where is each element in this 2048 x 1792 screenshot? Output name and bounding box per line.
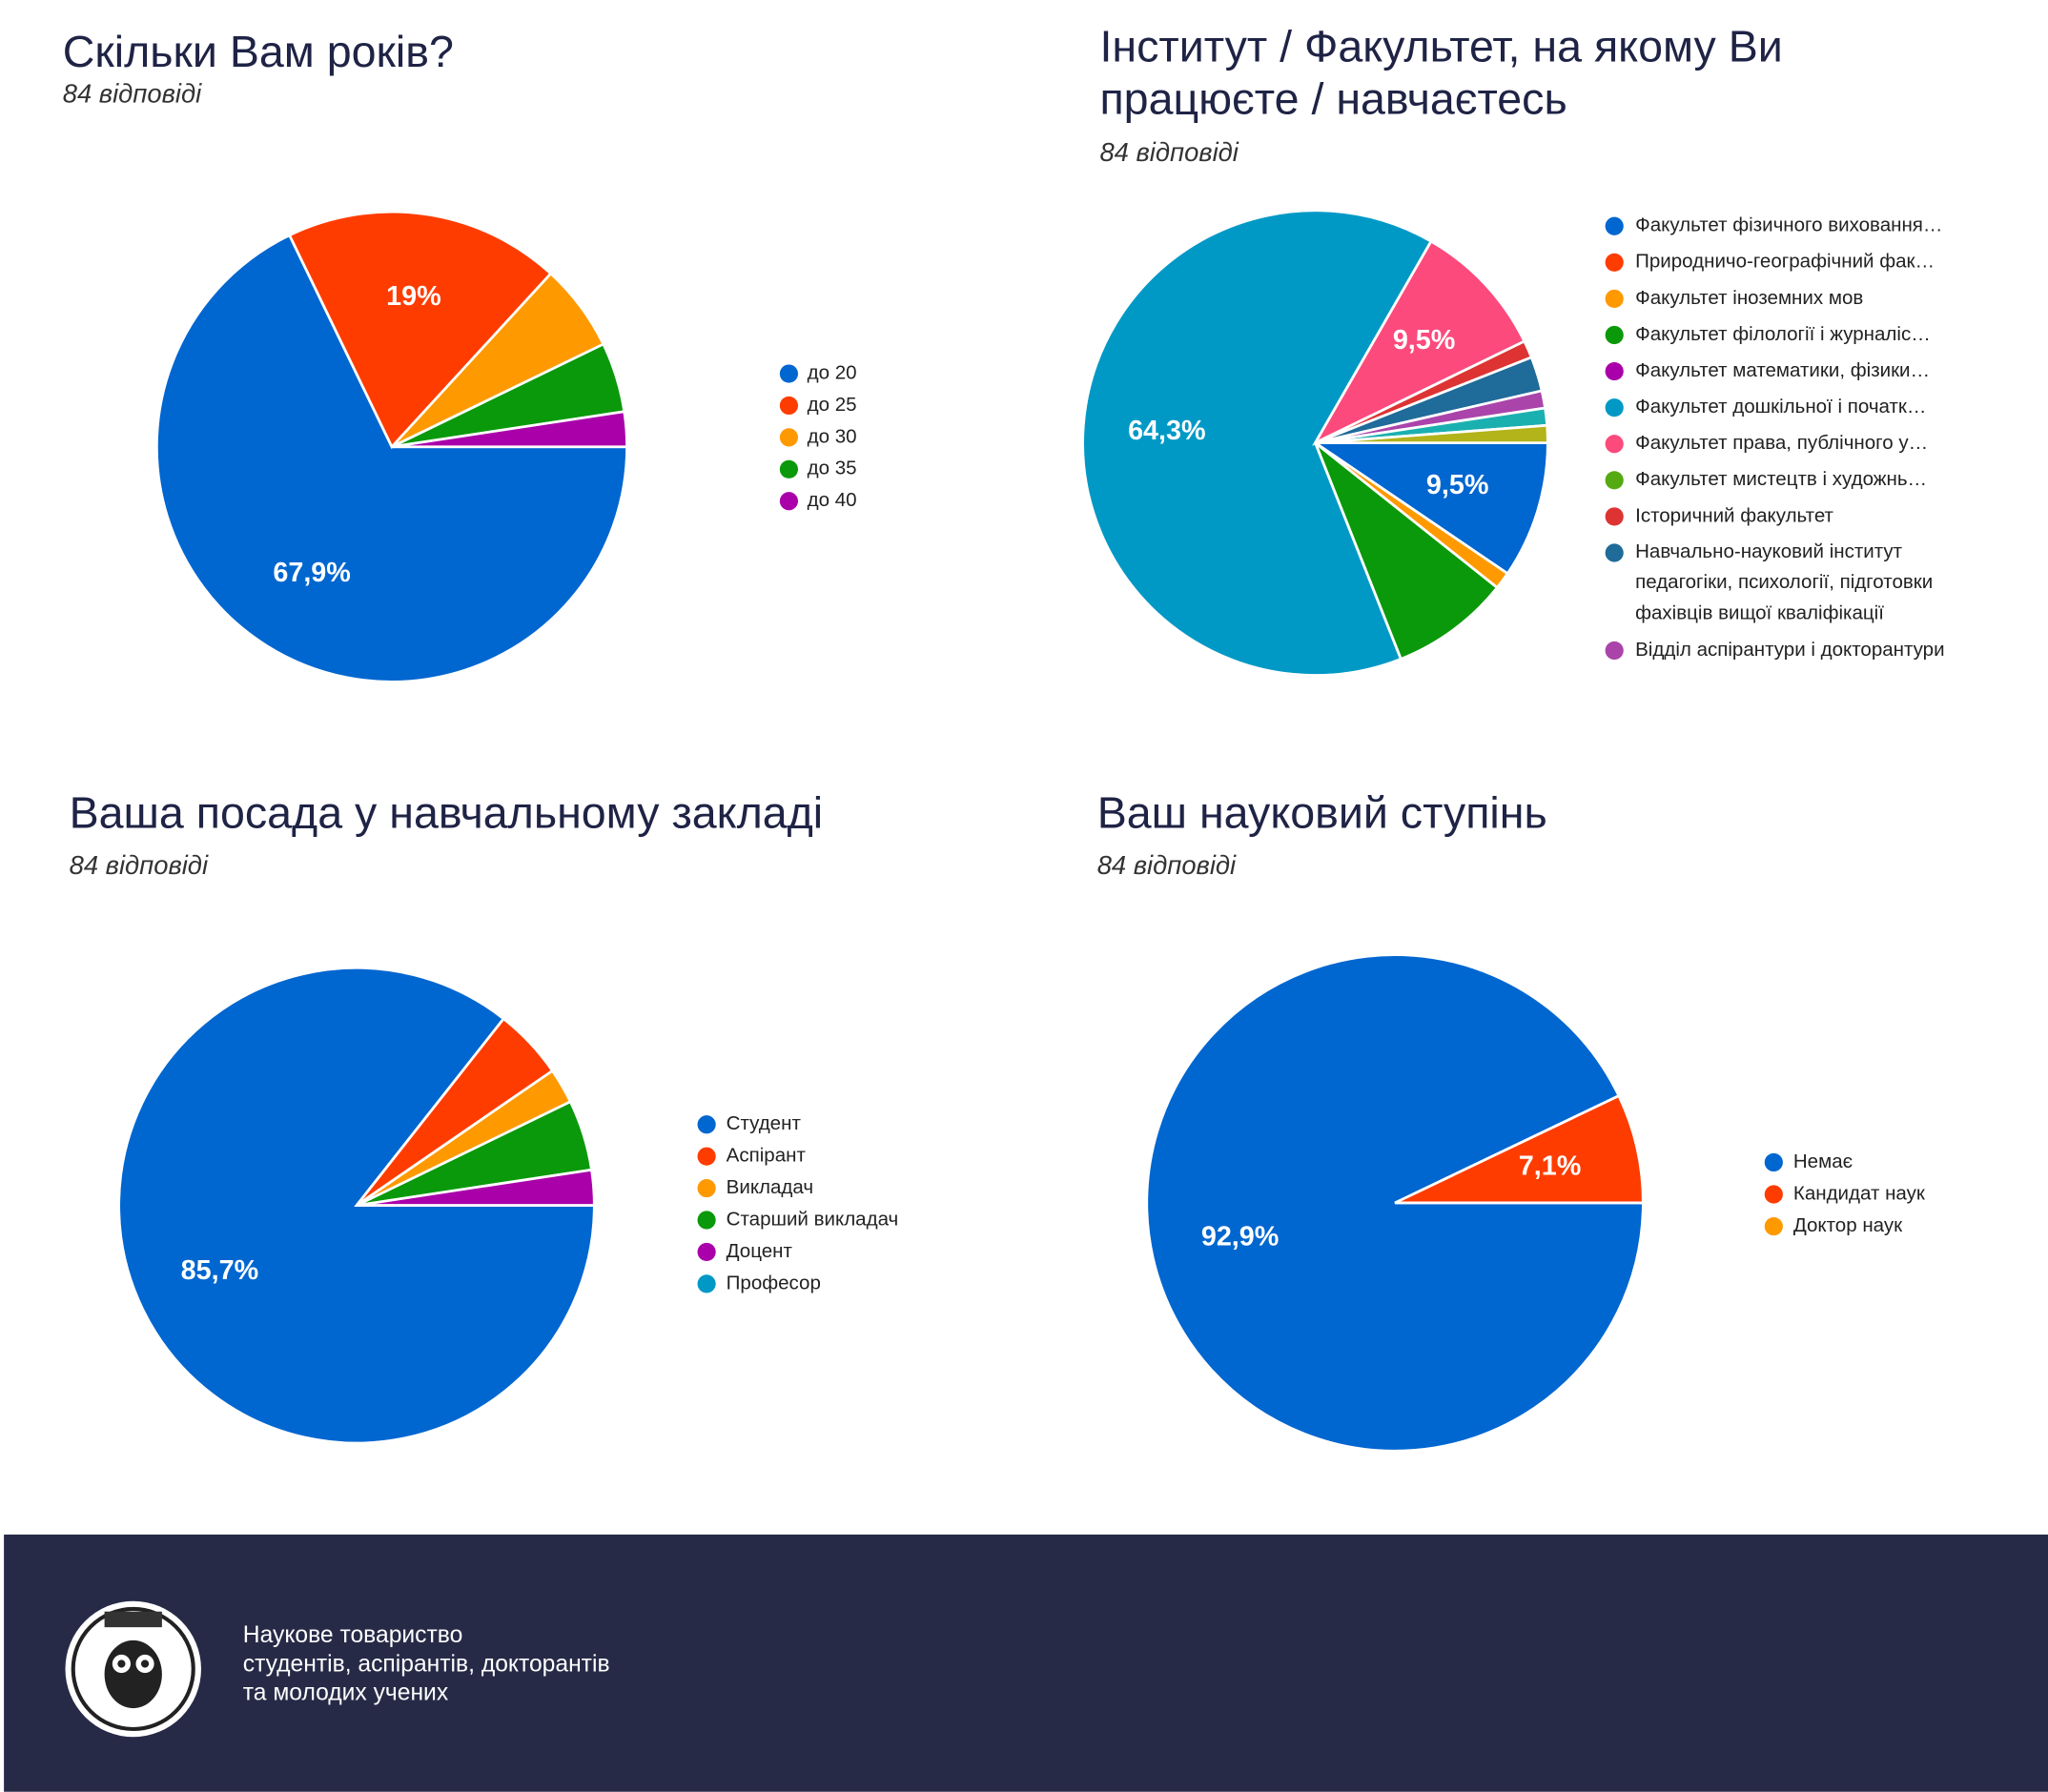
legend-label: Професор [727, 1272, 821, 1293]
legend-label: до 40 [808, 489, 857, 511]
legend-label: Факультет мистецтв і художнь… [1635, 468, 1927, 490]
chart-title: працюєте / навчаєтесь [1099, 73, 1567, 123]
legend-label: Викладач [727, 1176, 813, 1198]
legend-label: Історичний факультет [1635, 504, 1833, 526]
legend-label: Факультет математики, фізики… [1635, 359, 1930, 381]
legend-label: Студент [727, 1112, 802, 1134]
legend-dot [1605, 325, 1624, 345]
data-label: 85,7% [181, 1255, 259, 1286]
legend-label: до 20 [808, 361, 857, 383]
pie-slice [1312, 438, 1500, 662]
legend-label: Аспірант [727, 1145, 807, 1167]
legend-dot [779, 492, 799, 511]
chart-title: Скільки Вам років? [63, 27, 454, 76]
legend-dot [779, 428, 799, 447]
legend-label: Старший викладач [727, 1208, 899, 1230]
legend-label: Немає [1793, 1151, 1853, 1172]
chart-subtitle: 84 відповіді [63, 78, 202, 108]
legend-dot [697, 1115, 716, 1134]
legend-dot [1605, 641, 1624, 661]
legend-dot [697, 1147, 716, 1166]
legend-dot [1605, 289, 1624, 308]
legend-dot [779, 364, 799, 383]
data-label: 67,9% [273, 558, 351, 588]
legend-dot [1605, 398, 1624, 417]
legend-label: Доктор наук [1793, 1214, 1903, 1236]
legend-dot [697, 1274, 716, 1293]
legend-dot [697, 1242, 716, 1262]
pie-slice [287, 210, 553, 450]
legend-label: Доцент [727, 1240, 793, 1262]
data-label: 19% [386, 281, 441, 312]
data-label: 9,5% [1393, 325, 1456, 356]
chart-title: Ваша посада у навчальному закладі [70, 788, 824, 838]
legend-dot [1605, 216, 1624, 235]
legend-dot [1605, 471, 1624, 490]
pie-slice [391, 410, 628, 449]
legend-label: Факультет філології і журналіс… [1635, 323, 1931, 345]
legend-dot [697, 1178, 716, 1198]
chart-title: Інститут / Факультет, на якому Ви [1099, 22, 1782, 71]
legend-label: Факультет фізичного виховання… [1635, 214, 1942, 236]
legend-label: Факультет дошкільної і початк… [1635, 396, 1926, 417]
chart-subtitle: 84 відповіді [1097, 850, 1237, 880]
legend-dot [779, 459, 799, 479]
legend-label: Природничо-географічний фак… [1635, 251, 1935, 273]
legend-dot [1605, 435, 1624, 454]
legend-dot [1605, 543, 1624, 562]
pie-slice [1081, 209, 1433, 677]
legend-label: Факультет права, публічного у… [1635, 432, 1928, 454]
chart-subtitle: 84 відповіді [1099, 137, 1239, 167]
legend-dot [1764, 1185, 1783, 1204]
legend-dot [1605, 507, 1624, 526]
legend-label: до 35 [808, 458, 857, 479]
legend-label: Кандидат наук [1793, 1182, 1926, 1204]
data-label: 7,1% [1519, 1151, 1582, 1182]
legend-dot [1605, 253, 1624, 272]
footer-text: Наукове товариство [243, 1622, 463, 1648]
footer-band [4, 1534, 2048, 1792]
footer-text: та молодих учених [243, 1680, 449, 1706]
pie-slice [1312, 239, 1526, 446]
chart-title: Ваш науковий ступінь [1097, 788, 1547, 838]
pie-slice [1315, 423, 1549, 445]
pie-slice [1311, 441, 1549, 576]
legend-label: до 25 [808, 394, 857, 416]
logo [65, 1600, 201, 1738]
legend-dot [1764, 1152, 1783, 1172]
legend-label: до 30 [808, 425, 857, 447]
legend-dot [697, 1211, 716, 1230]
legend-dot [1605, 361, 1624, 381]
legend-label: Відділ аспірантури і докторантури [1635, 639, 1944, 661]
pie-slice [155, 233, 628, 683]
data-label: 64,3% [1128, 416, 1206, 446]
legend-dot [1764, 1216, 1783, 1236]
data-label: 9,5% [1426, 470, 1489, 500]
chart-subtitle: 84 відповіді [70, 850, 209, 880]
pie-slice [1394, 1093, 1645, 1205]
footer-text: студентів, аспірантів, докторантів [243, 1651, 610, 1677]
legend-dot [779, 396, 799, 416]
data-label: 92,9% [1201, 1221, 1280, 1252]
legend-label: Факультет іноземних мов [1635, 287, 1863, 309]
legend-label: Навчально-науковий інститут педагогіки, п… [1635, 540, 1933, 623]
